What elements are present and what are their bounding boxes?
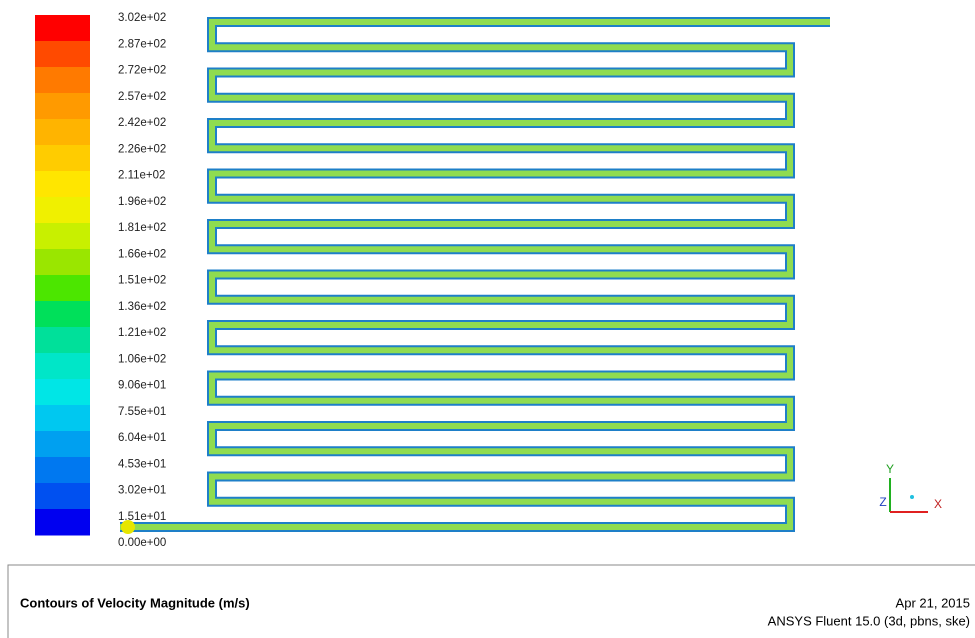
colorbar-label: 2.11e+02	[118, 170, 165, 182]
colorbar-label: 2.87e+02	[118, 38, 166, 50]
color-band	[35, 197, 90, 224]
y-axis-label: Y	[886, 462, 894, 476]
colorbar-label: 6.04e+01	[118, 432, 166, 444]
colorbar-label: 1.66e+02	[118, 248, 166, 260]
colorbar-label: 3.02e+01	[118, 485, 166, 497]
color-band	[35, 223, 90, 250]
serpentine-channel	[120, 22, 830, 534]
colorbar: 3.02e+02 2.87e+02 2.72e+02 2.57e+02 2.42e+02…	[35, 12, 166, 549]
color-band	[35, 405, 90, 432]
colorbar-label: 2.72e+02	[118, 65, 166, 77]
axis-triad: Y X Z	[879, 462, 942, 512]
color-band	[35, 483, 90, 510]
color-band	[35, 509, 90, 536]
colorbar-label: 0.00e+00	[118, 537, 166, 549]
color-band	[35, 457, 90, 484]
colorbar-label: 2.26e+02	[118, 143, 166, 155]
x-axis-label: X	[934, 497, 942, 511]
channel-flow	[120, 22, 830, 527]
footer-date: Apr 21, 2015	[896, 595, 970, 610]
color-band	[35, 249, 90, 276]
contour-view: 3.02e+02 2.87e+02 2.72e+02 2.57e+02 2.42e+02…	[0, 0, 975, 638]
colorbar-label: 4.53e+01	[118, 458, 166, 470]
colorbar-label: 1.81e+02	[118, 222, 166, 234]
colorbar-label: 1.06e+02	[118, 353, 166, 365]
color-band	[35, 145, 90, 172]
color-band	[35, 15, 90, 42]
color-band	[35, 119, 90, 146]
z-axis-label: Z	[879, 495, 886, 509]
colorbar-label: 9.06e+01	[118, 380, 166, 392]
origin-dot	[910, 495, 914, 499]
footer-title: Contours of Velocity Magnitude (m/s)	[20, 595, 250, 610]
colorbar-label: 1.51e+02	[118, 275, 166, 287]
outlet-blob	[121, 520, 135, 534]
color-band	[35, 379, 90, 406]
color-band	[35, 353, 90, 380]
color-band	[35, 327, 90, 354]
color-band	[35, 431, 90, 458]
colorbar-label: 3.02e+02	[118, 12, 166, 24]
colorbar-label: 1.96e+02	[118, 196, 166, 208]
colorbar-label: 7.55e+01	[118, 406, 166, 418]
colorbar-label: 2.42e+02	[118, 117, 166, 129]
color-band	[35, 171, 90, 198]
color-band	[35, 41, 90, 68]
color-band	[35, 67, 90, 94]
color-band	[35, 275, 90, 302]
colorbar-label: 1.21e+02	[118, 327, 166, 339]
color-band	[35, 301, 90, 328]
footer-software: ANSYS Fluent 15.0 (3d, pbns, ske)	[768, 613, 970, 628]
screenshot: 3.02e+02 2.87e+02 2.72e+02 2.57e+02 2.42e+02…	[0, 0, 975, 638]
colorbar-label: 2.57e+02	[118, 91, 166, 103]
color-band	[35, 93, 90, 120]
colorbar-label: 1.36e+02	[118, 301, 166, 313]
